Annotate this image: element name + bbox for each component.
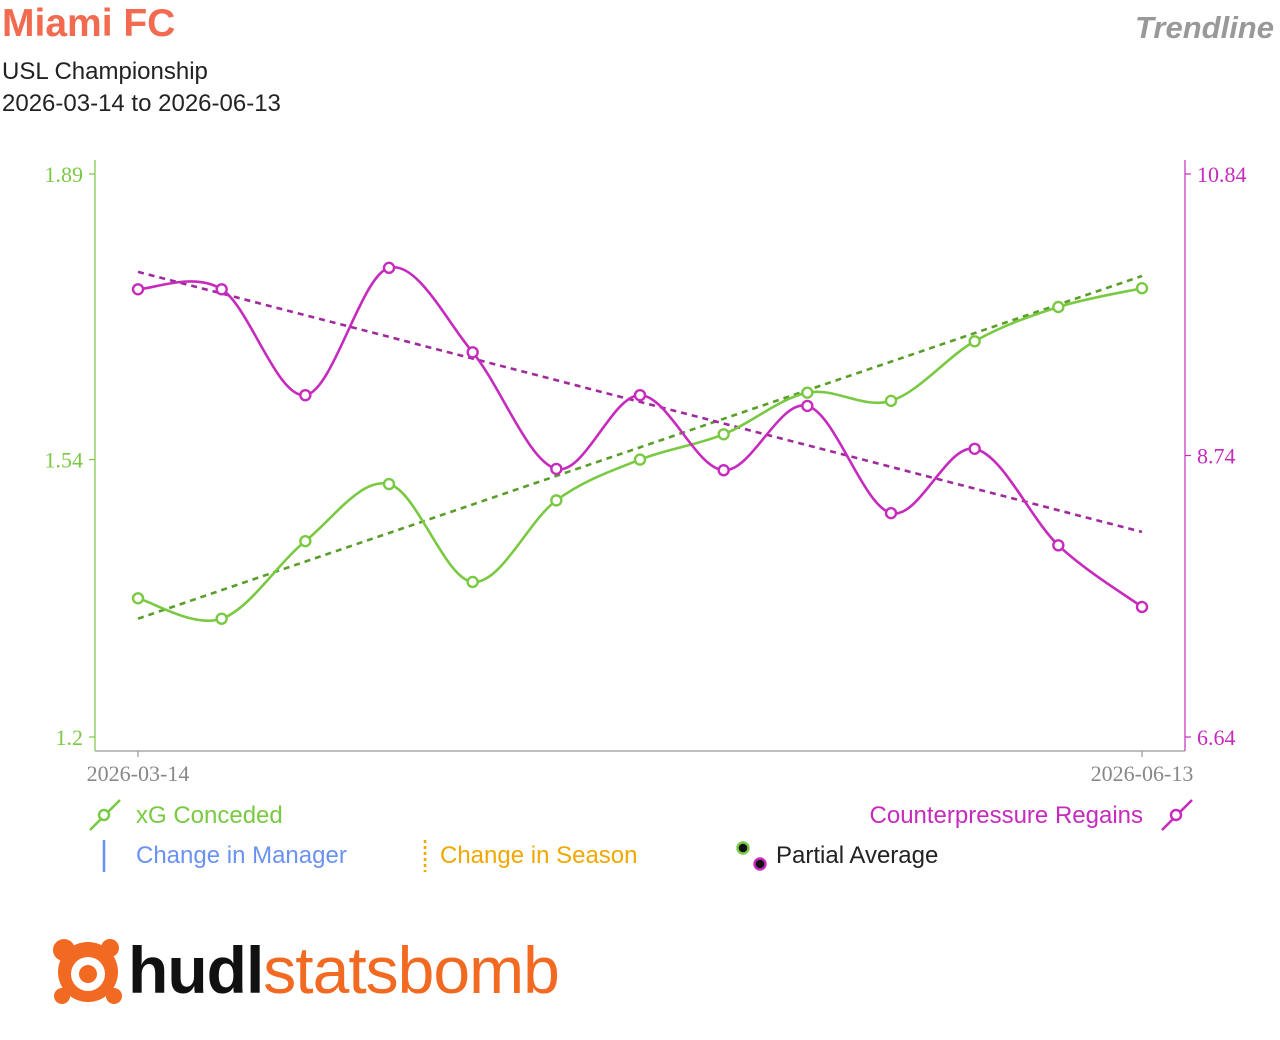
legend-left-series: xG Conceded xyxy=(136,802,283,829)
x-tick-label: 2026-03-14 xyxy=(87,761,190,786)
counterpressure-regains-point xyxy=(131,283,145,296)
legend-partial-right-icon xyxy=(753,857,767,871)
counterpressure-regains-point xyxy=(466,346,479,359)
team-title: Miami FC xyxy=(2,2,176,45)
counterpressure-regains-point xyxy=(550,462,563,476)
counterpressure-regains-trendline xyxy=(137,270,1143,534)
counterpressure-regains-point xyxy=(717,464,730,477)
xg-conceded-point xyxy=(1052,300,1065,314)
legend-right-marker-icon xyxy=(1169,808,1183,822)
competition-label: USL Championship xyxy=(2,58,208,85)
counterpressure-regains-point xyxy=(382,261,396,275)
hudl-statsbomb-logo: hudl statsbomb xyxy=(48,925,560,1015)
trend-lines xyxy=(137,270,1143,620)
brand-statsbomb: statsbomb xyxy=(263,933,559,1007)
xg-conceded-point xyxy=(633,453,647,466)
legend-partial-left-icon xyxy=(736,841,750,855)
xg-conceded-point xyxy=(801,386,814,399)
right-tick-label: 6.64 xyxy=(1197,725,1236,750)
xg-conceded-trendline xyxy=(137,274,1143,620)
chart-mode-label: Trendline xyxy=(1135,10,1274,45)
legend-season: Change in Season xyxy=(440,842,638,869)
counterpressure-regains-point xyxy=(968,442,981,455)
xg-conceded-point xyxy=(1135,282,1149,295)
left-tick-label: 1.89 xyxy=(45,162,84,187)
legend-icons xyxy=(89,799,1193,872)
xg-conceded-point xyxy=(299,534,312,548)
axes xyxy=(89,160,1191,757)
right-tick-label: 8.74 xyxy=(1197,444,1236,469)
xg-conceded-point xyxy=(717,428,730,441)
left-tick-label: 1.2 xyxy=(56,725,84,750)
tick-labels: 1.2 1.54 1.89 6.64 8.74 10.84 2026-03-14 2026-0… xyxy=(45,162,1247,786)
date-range-label: 2026-03-14 to 2026-06-13 xyxy=(2,90,281,117)
counterpressure-regains-point xyxy=(633,388,647,402)
counterpressure-regains-point xyxy=(884,506,898,520)
right-tick-label: 10.84 xyxy=(1197,162,1247,187)
legend-manager: Change in Manager xyxy=(136,842,347,869)
xg-conceded-point xyxy=(131,592,145,605)
xg-conceded-point xyxy=(466,575,479,589)
xg-conceded-point xyxy=(382,477,396,491)
legend-left-marker-icon xyxy=(97,808,111,822)
counterpressure-regains-point xyxy=(801,399,814,413)
xg-conceded-point xyxy=(550,494,563,507)
xg-conceded-point xyxy=(215,612,228,625)
legend-partial-average: Partial Average xyxy=(776,842,939,869)
xg-conceded-point xyxy=(968,335,981,348)
counterpressure-regains-point xyxy=(299,388,312,402)
x-tick-label: 2026-06-13 xyxy=(1091,761,1194,786)
counterpressure-regains-point xyxy=(1052,539,1065,552)
series-points xyxy=(131,261,1149,625)
counterpressure-regains-point xyxy=(215,283,228,296)
counterpressure-regains-point xyxy=(1135,600,1149,614)
left-tick-label: 1.54 xyxy=(45,448,84,473)
statsbomb-logo-icon xyxy=(53,939,122,1004)
brand-hudl: hudl xyxy=(128,933,264,1007)
legend-right-series: Counterpressure Regains xyxy=(869,802,1143,829)
xg-conceded-point xyxy=(884,394,898,408)
